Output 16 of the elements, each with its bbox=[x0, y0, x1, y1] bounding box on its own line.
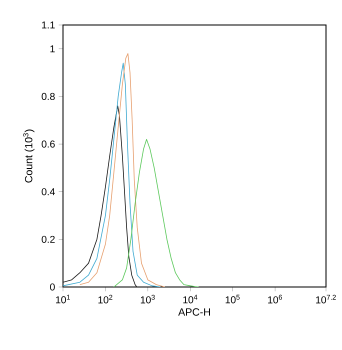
x-tick-label: 10$^{5}$ bbox=[226, 294, 240, 304]
x-tick-label: 10$^{3}$ bbox=[140, 294, 155, 304]
x-tick-label: 10$^{7.2}$ bbox=[316, 294, 336, 304]
x-tick-label: 10$^{6}$ bbox=[268, 294, 282, 304]
y-tick-label: 0.4 bbox=[42, 188, 55, 196]
y-tick-label: 0.8 bbox=[42, 92, 55, 100]
y-tick-label: 0.6 bbox=[42, 140, 55, 148]
x-tick-label: 10$^{4}$ bbox=[183, 294, 198, 304]
x-tick-label: 10$^{1}$ bbox=[56, 294, 70, 304]
y-axis-title: Count (10$^{3}$) bbox=[23, 130, 34, 183]
x-tick-label: 10$^{2}$ bbox=[98, 294, 112, 304]
y-tick-label: 1.1 bbox=[42, 22, 55, 28]
x-axis-title: APC-H bbox=[178, 308, 210, 316]
y-tick-label: 1 bbox=[50, 45, 55, 52]
y-tick-label: 0 bbox=[50, 283, 55, 291]
y-tick-label: 0.2 bbox=[42, 236, 55, 243]
